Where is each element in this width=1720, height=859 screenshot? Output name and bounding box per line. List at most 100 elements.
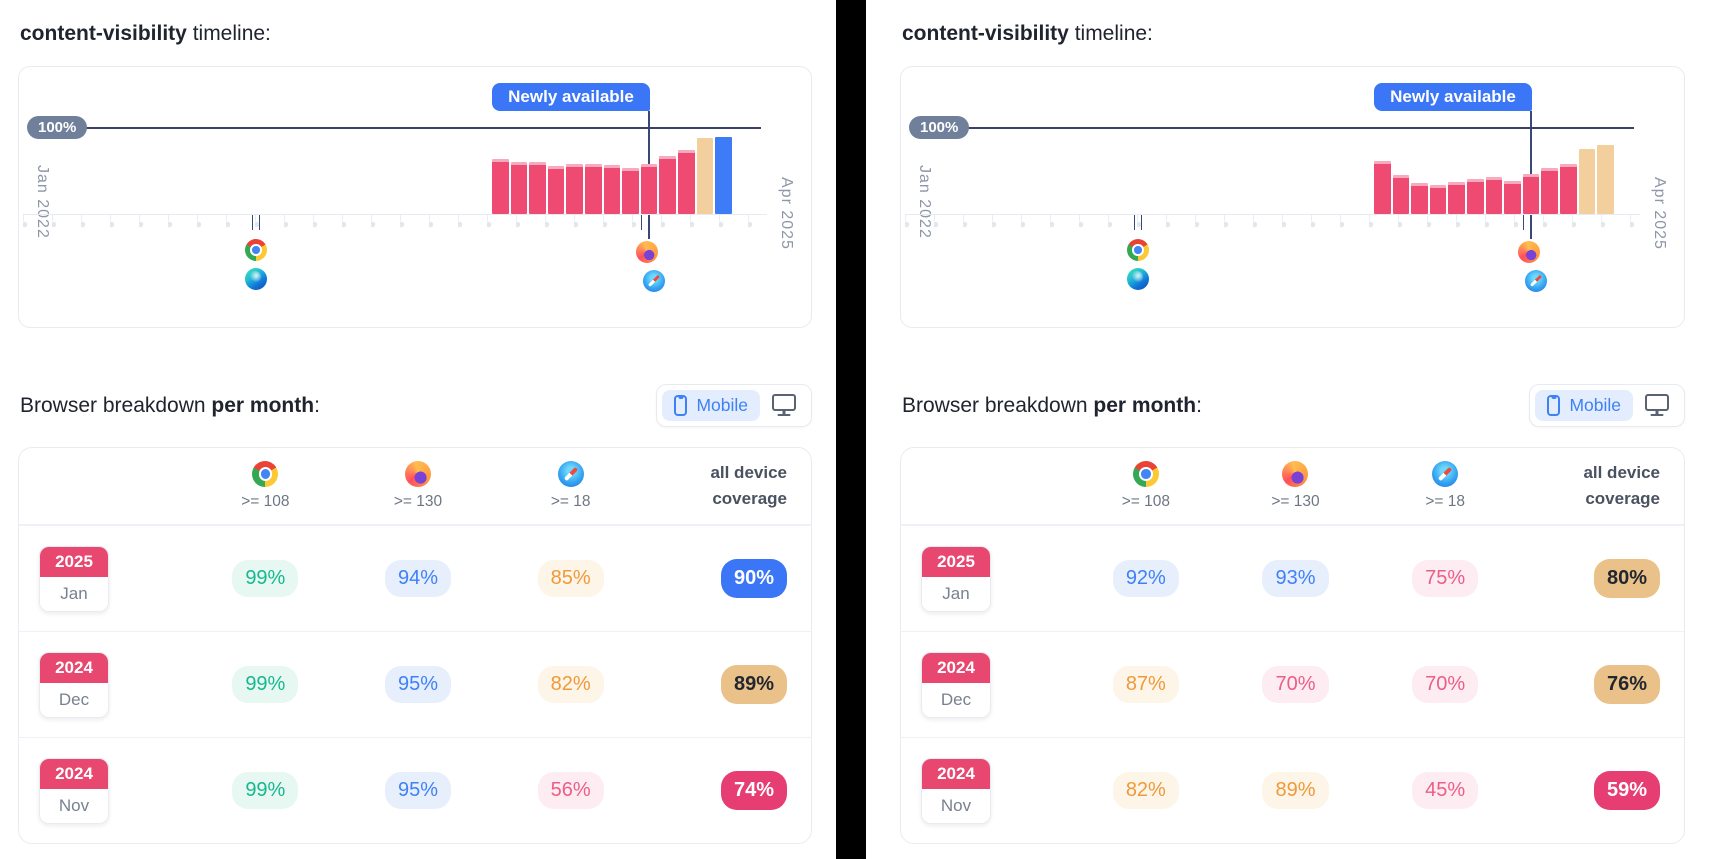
timeline-bar — [1560, 164, 1577, 214]
firefox-icon — [1518, 241, 1540, 263]
usage-bars — [492, 128, 732, 214]
timeline-bar — [1411, 183, 1428, 214]
month-badge: 2025 Jan — [39, 545, 109, 612]
month-label: Dec — [40, 682, 108, 717]
year-label: 2024 — [922, 652, 990, 683]
mobile-toggle-label: Mobile — [696, 395, 748, 415]
table-header-row: >= 108 >= 130 >= 18 all device coverage — [901, 448, 1684, 525]
timeline-bar — [492, 158, 509, 214]
timeline-axis — [23, 214, 767, 215]
all-device-pill: 90% — [720, 559, 787, 598]
firefox-icon — [404, 461, 431, 487]
timeline-bar — [622, 167, 639, 214]
safari-icon — [643, 270, 665, 292]
month-badge: 2024 Nov — [39, 757, 109, 824]
timeline-card: Newly available 100% Jan 2022 Apr 2025 — [18, 66, 812, 328]
safari-column-header: >= 18 — [494, 461, 647, 511]
coverage-pill: 94% — [384, 560, 451, 597]
year-label: 2024 — [922, 758, 990, 789]
timeline-card: Newly available 100% Jan 2022 Apr 2025 — [900, 66, 1685, 328]
table-row: 2024 Dec 99% 95% 82% 89% — [19, 631, 811, 737]
month-label: Nov — [922, 788, 990, 823]
timeline-bar — [529, 162, 546, 214]
monitor-icon — [1645, 393, 1669, 411]
coverage-pill: 99% — [232, 666, 299, 703]
all-device-coverage-header: all device coverage — [1520, 460, 1660, 513]
firefox-icon — [636, 241, 658, 263]
chrome-edge-marker-lines — [252, 215, 260, 230]
coverage-pill: 82% — [537, 666, 604, 703]
desktop-toggle-button[interactable] — [1643, 392, 1679, 420]
breakdown-bold: per month — [1093, 393, 1197, 417]
table-header-row: >= 108 >= 130 >= 18 all device coverage — [19, 448, 811, 525]
all-device-line1: all device — [1583, 462, 1660, 482]
breakdown-suffix: : — [1196, 393, 1202, 417]
all-device-line2: coverage — [712, 489, 787, 508]
black-divider — [836, 0, 866, 859]
safari-column-header: >= 18 — [1370, 461, 1520, 511]
breakdown-heading: Browser breakdown per month: — [20, 394, 320, 418]
coverage-pill: 75% — [1412, 560, 1479, 597]
timeline-bar — [566, 164, 584, 214]
month-label: Nov — [40, 788, 108, 823]
mobile-toggle-button[interactable]: Mobile — [1535, 390, 1633, 421]
timeline-bar — [1522, 174, 1540, 214]
breakdown-table: >= 108 >= 130 >= 18 all device coverage … — [900, 447, 1685, 844]
table-row: 2024 Nov 99% 95% 56% 74% — [19, 737, 811, 843]
phone-icon — [674, 395, 688, 416]
table-row: 2025 Jan 92% 93% 75% 80% — [901, 525, 1684, 631]
firefox-safari-marker-lines — [641, 215, 649, 230]
month-label: Jan — [922, 576, 990, 611]
safari-icon — [1525, 270, 1547, 292]
coverage-pill: 95% — [384, 666, 451, 703]
panel-left: content-visibility timeline: Newly avail… — [0, 0, 836, 859]
timeline-bar — [585, 164, 602, 214]
mobile-toggle-button[interactable]: Mobile — [662, 390, 760, 421]
timeline-bar — [715, 136, 732, 214]
timeline-ticks — [23, 215, 767, 228]
timeline-bar — [1374, 160, 1391, 214]
month-badge: 2024 Dec — [921, 651, 991, 718]
timeline-bar — [696, 138, 714, 214]
desktop-toggle-button[interactable] — [770, 392, 806, 420]
chrome-icon — [245, 239, 267, 261]
coverage-pill: 82% — [1112, 772, 1179, 809]
breakdown-bold: per month — [211, 393, 315, 417]
timeline-bar — [1467, 178, 1484, 214]
timeline-bar — [603, 164, 621, 214]
coverage-pill: 87% — [1112, 666, 1179, 703]
firefox-column-header: >= 130 — [1221, 461, 1371, 511]
coverage-pill: 70% — [1262, 666, 1329, 703]
feature-timeline-heading: content-visibility timeline: — [902, 22, 1685, 46]
coverage-pill: 92% — [1112, 560, 1179, 597]
month-badge: 2025 Jan — [921, 545, 991, 612]
usage-bars — [1374, 128, 1614, 214]
year-label: 2024 — [40, 652, 108, 683]
timeline-end-label: Apr 2025 — [1651, 177, 1668, 250]
table-row: 2024 Dec 87% 70% 70% 76% — [901, 631, 1684, 737]
safari-version: >= 18 — [1425, 493, 1465, 510]
chrome-version: >= 108 — [1121, 493, 1170, 510]
breakdown-suffix: : — [314, 393, 320, 417]
safari-icon — [1432, 461, 1459, 487]
coverage-pill: 85% — [537, 560, 604, 597]
timeline-bar — [1578, 148, 1596, 214]
timeline-bar — [510, 161, 528, 214]
hundred-percent-line — [959, 127, 1634, 129]
coverage-pill: 70% — [1412, 666, 1479, 703]
newly-available-badge: Newly available — [1374, 83, 1532, 111]
timeline-axis — [905, 214, 1640, 215]
newly-available-badge: Newly available — [492, 83, 650, 111]
timeline-bar — [659, 155, 677, 214]
all-device-coverage-header: all device coverage — [647, 460, 787, 513]
breakdown-heading: Browser breakdown per month: — [902, 394, 1202, 418]
month-badge: 2024 Dec — [39, 651, 109, 718]
year-label: 2024 — [40, 758, 108, 789]
coverage-pill: 56% — [537, 772, 604, 809]
feature-name: content-visibility — [902, 22, 1069, 45]
chrome-icon — [252, 461, 279, 487]
timeline-bar — [678, 150, 695, 214]
coverage-pill: 99% — [232, 560, 299, 597]
hundred-percent-line — [77, 127, 761, 129]
coverage-pill: 45% — [1412, 772, 1479, 809]
